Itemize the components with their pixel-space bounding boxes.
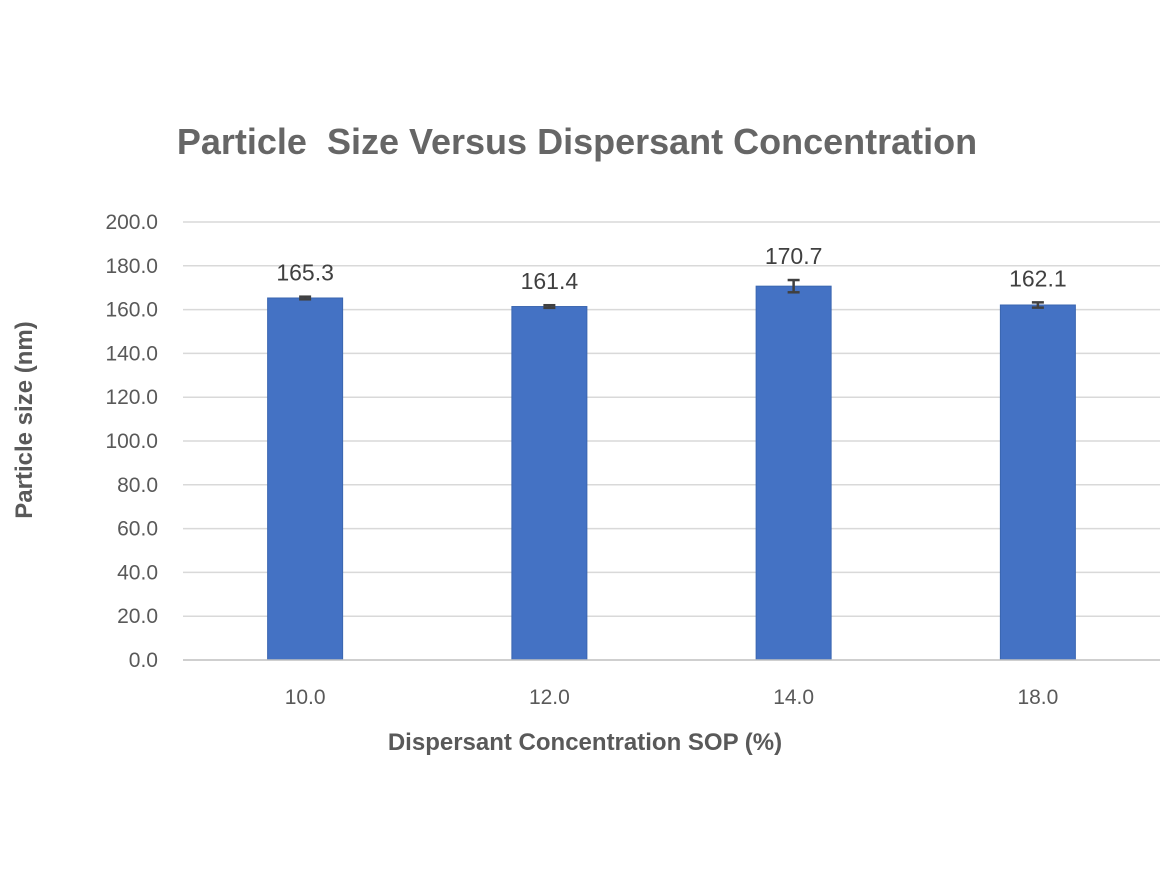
x-tick-label: 10.0 bbox=[285, 686, 326, 709]
y-tick-label: 0.0 bbox=[129, 649, 158, 672]
bar bbox=[267, 297, 344, 661]
x-tick-label: 12.0 bbox=[529, 686, 570, 709]
data-label: 161.4 bbox=[521, 268, 579, 294]
x-axis-label: Dispersant Concentration SOP (%) bbox=[388, 729, 782, 756]
data-label: 165.3 bbox=[276, 260, 334, 286]
y-tick-label: 80.0 bbox=[117, 474, 158, 497]
chart-title: Particle Size Versus Dispersant Concentr… bbox=[177, 121, 977, 162]
data-label: 162.1 bbox=[1009, 265, 1067, 291]
y-tick-label: 20.0 bbox=[117, 605, 158, 628]
data-label: 170.7 bbox=[765, 243, 823, 269]
error-bar bbox=[787, 278, 800, 294]
error-bar bbox=[543, 303, 556, 310]
x-tick-label: 14.0 bbox=[773, 686, 814, 709]
y-tick-label: 180.0 bbox=[105, 255, 158, 278]
bar bbox=[511, 306, 588, 661]
data-labels: 165.3 161.4 170.7 162.1 bbox=[276, 243, 1066, 294]
error-bar bbox=[1031, 301, 1044, 309]
x-tick-label: 18.0 bbox=[1017, 686, 1058, 709]
bar bbox=[999, 304, 1076, 661]
y-tick-label: 100.0 bbox=[105, 430, 158, 453]
x-axis-ticks: 10.0 12.0 14.0 18.0 bbox=[285, 686, 1059, 709]
y-tick-label: 60.0 bbox=[117, 518, 158, 541]
y-tick-label: 120.0 bbox=[105, 386, 158, 409]
error-bar bbox=[299, 295, 312, 301]
bar bbox=[755, 285, 832, 661]
y-axis-ticks: 0.0 20.0 40.0 60.0 80.0 100.0 120.0 140.0 160.0 1… bbox=[105, 211, 158, 672]
y-tick-label: 40.0 bbox=[117, 561, 158, 584]
y-axis-label: Particle size (nm) bbox=[11, 321, 38, 518]
y-tick-label: 160.0 bbox=[105, 299, 158, 322]
gridlines bbox=[183, 221, 1160, 617]
y-tick-label: 200.0 bbox=[105, 211, 158, 234]
y-tick-label: 140.0 bbox=[105, 342, 158, 365]
bars bbox=[267, 285, 1076, 661]
error-bars bbox=[299, 278, 1044, 310]
